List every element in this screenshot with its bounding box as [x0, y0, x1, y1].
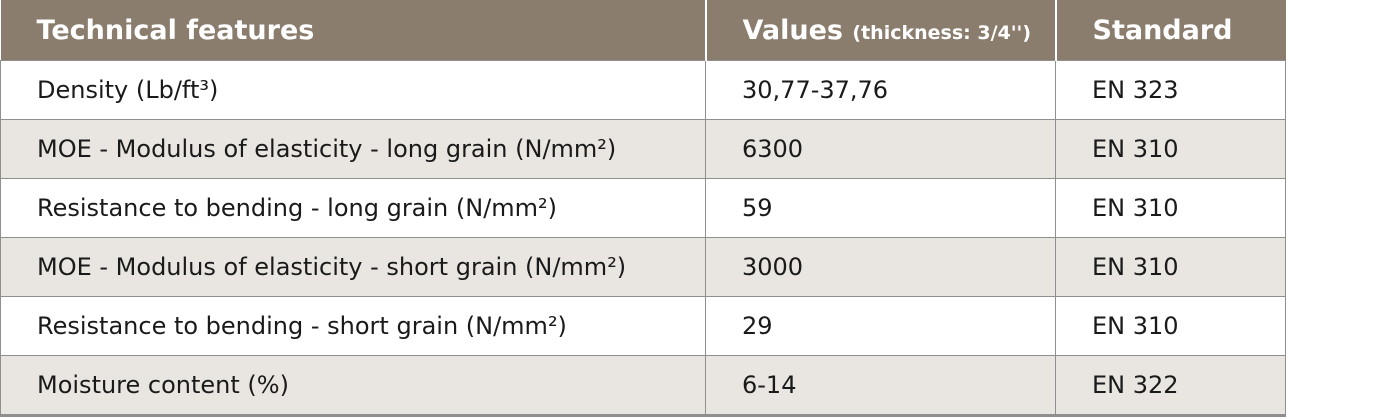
- table-cell: Density (Lb/ft³): [0, 60, 706, 120]
- header-text: Values: [742, 14, 844, 46]
- table-cell: EN 310: [1055, 296, 1286, 356]
- table-cell: EN 310: [1055, 178, 1286, 238]
- header-note: (thickness: 3/4''): [852, 21, 1032, 44]
- table-cell: EN 310: [1055, 119, 1286, 179]
- table-cell: EN 310: [1055, 237, 1286, 297]
- header-text: Technical features: [36, 14, 315, 46]
- table-row: Resistance to bending - long grain (N/mm…: [0, 178, 1286, 238]
- table-cell: Resistance to bending - long grain (N/mm…: [0, 178, 706, 238]
- header-cell: Standard: [1054, 0, 1286, 61]
- table-row: MOE - Modulus of elasticity - short grai…: [0, 237, 1286, 297]
- table-cell: 29: [705, 296, 1056, 356]
- table-row: Moisture content (%) 6-14 EN 322: [0, 355, 1286, 417]
- table-cell: EN 322: [1055, 355, 1286, 417]
- table-row: Density (Lb/ft³) 30,77-37,76 EN 323: [0, 60, 1286, 120]
- table-cell: Moisture content (%): [0, 355, 706, 417]
- table-cell: 6300: [705, 119, 1056, 179]
- table-row: Resistance to bending - short grain (N/m…: [0, 296, 1286, 356]
- table-cell: 59: [705, 178, 1056, 238]
- header-text: Standard: [1092, 14, 1233, 46]
- table-cell: Resistance to bending - short grain (N/m…: [0, 296, 706, 356]
- table-row: MOE - Modulus of elasticity - long grain…: [0, 119, 1286, 179]
- table-header: Technical features Values (thickness: 3/…: [0, 0, 1286, 61]
- table-cell: 6-14: [705, 355, 1056, 417]
- features-table: Technical features Values (thickness: 3/…: [0, 0, 1286, 417]
- header-cell: Technical features: [0, 0, 706, 61]
- table-cell: MOE - Modulus of elasticity - short grai…: [0, 237, 706, 297]
- header-row: Technical features Values (thickness: 3/…: [0, 0, 1286, 61]
- table-cell: 3000: [705, 237, 1056, 297]
- table-body: Density (Lb/ft³) 30,77-37,76 EN 323 MOE - M…: [0, 60, 1286, 417]
- table-cell: 30,77-37,76: [705, 60, 1056, 120]
- table-cell: MOE - Modulus of elasticity - long grain…: [0, 119, 706, 179]
- header-cell: Values (thickness: 3/4''): [704, 0, 1056, 61]
- table-cell: EN 323: [1055, 60, 1286, 120]
